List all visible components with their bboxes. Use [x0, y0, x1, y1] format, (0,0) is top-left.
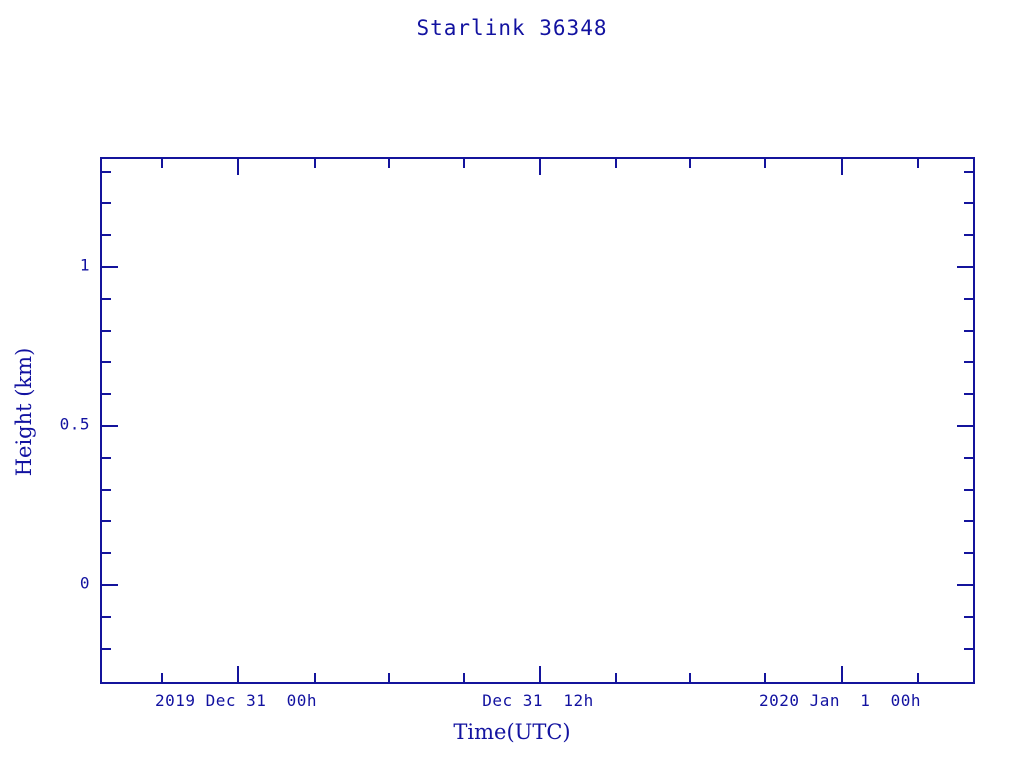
xtick-major-bottom-0 [237, 666, 239, 682]
xtick-minor-top-7 [917, 159, 919, 168]
xtick-minor-top-2 [388, 159, 390, 168]
ytick-minor-left-7 [102, 456, 111, 459]
ytick-minor-right-10 [964, 552, 973, 555]
ytick-minor-left-4 [102, 329, 111, 332]
ytick-minor-left-9 [102, 520, 111, 523]
xtick-minor-top-6 [764, 159, 766, 168]
ytick-minor-right-4 [964, 329, 973, 332]
xtick-minor-top-4 [615, 159, 617, 168]
ytick-minor-left-10 [102, 552, 111, 555]
xtick-label-2: 2020 Jan 1 00h [758, 691, 922, 710]
xtick-minor-bottom-5 [689, 673, 691, 682]
xtick-minor-bottom-6 [764, 673, 766, 682]
ytick-minor-right-12 [964, 647, 973, 650]
ytick-minor-left-11 [102, 615, 111, 618]
ytick-major-right-2 [957, 584, 973, 586]
xtick-major-top-0 [237, 159, 239, 175]
xtick-minor-bottom-2 [388, 673, 390, 682]
xtick-minor-bottom-0 [161, 673, 163, 682]
xtick-label-0: 2019 Dec 31 00h [154, 691, 318, 710]
plot-data-area [104, 161, 971, 680]
ytick-minor-left-1 [102, 202, 111, 205]
ytick-label-2: 0 [79, 573, 90, 593]
ytick-minor-left-0 [102, 170, 111, 173]
ytick-minor-right-2 [964, 234, 973, 237]
xtick-minor-top-0 [161, 159, 163, 168]
ytick-minor-right-9 [964, 520, 973, 523]
ytick-minor-left-5 [102, 361, 111, 364]
ytick-minor-right-6 [964, 393, 973, 396]
xtick-minor-bottom-4 [615, 673, 617, 682]
ytick-label-0: 1 [79, 255, 90, 275]
ytick-minor-right-5 [964, 361, 973, 364]
ytick-major-right-1 [957, 425, 973, 427]
ytick-minor-left-3 [102, 297, 111, 300]
ytick-minor-right-1 [964, 202, 973, 205]
ytick-minor-right-7 [964, 456, 973, 459]
x-axis-title: Time(UTC) [453, 720, 571, 744]
xtick-major-bottom-2 [841, 666, 843, 682]
xtick-minor-bottom-3 [463, 673, 465, 682]
ytick-minor-left-12 [102, 647, 111, 650]
ytick-minor-right-3 [964, 297, 973, 300]
ytick-major-right-0 [957, 266, 973, 268]
ytick-major-left-2 [102, 584, 118, 586]
xtick-minor-bottom-7 [917, 673, 919, 682]
ytick-major-left-1 [102, 425, 118, 427]
plot-frame [100, 157, 975, 684]
xtick-minor-top-1 [314, 159, 316, 168]
xtick-major-bottom-1 [539, 666, 541, 682]
ytick-major-left-0 [102, 266, 118, 268]
xtick-minor-top-5 [689, 159, 691, 168]
xtick-label-1: Dec 31 12h [482, 691, 594, 710]
xtick-major-top-2 [841, 159, 843, 175]
ytick-minor-right-8 [964, 488, 973, 491]
ytick-minor-right-11 [964, 615, 973, 618]
ytick-label-1: 0.5 [59, 414, 90, 434]
ytick-minor-left-8 [102, 488, 111, 491]
ytick-minor-left-2 [102, 234, 111, 237]
xtick-minor-bottom-1 [314, 673, 316, 682]
xtick-minor-top-3 [463, 159, 465, 168]
ytick-minor-right-0 [964, 170, 973, 173]
page-title: Starlink 36348 [416, 16, 608, 40]
y-axis-title: Height (km) [12, 347, 36, 477]
xtick-major-top-1 [539, 159, 541, 175]
ytick-minor-left-6 [102, 393, 111, 396]
